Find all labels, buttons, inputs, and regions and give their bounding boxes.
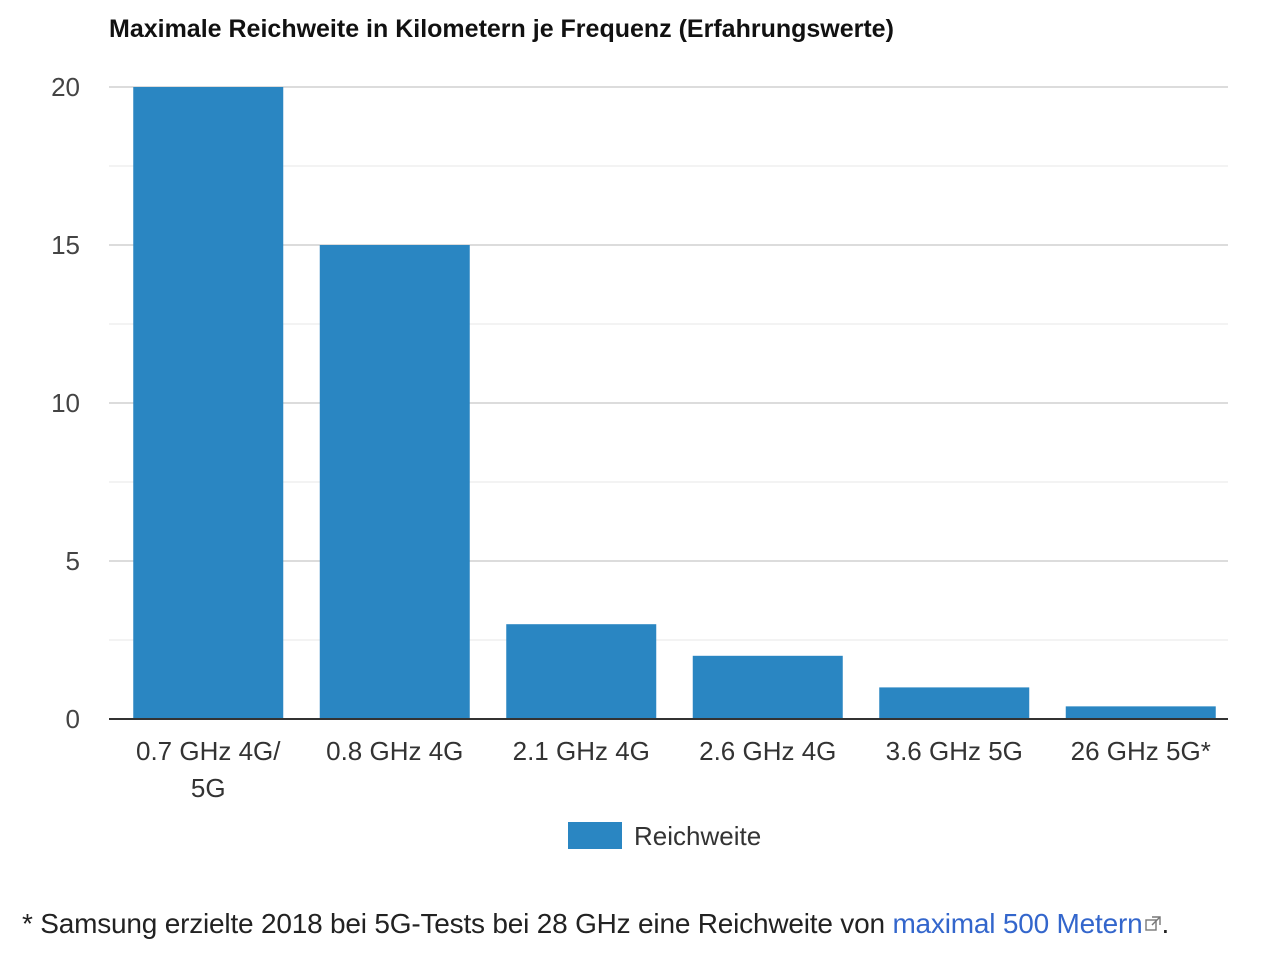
bar: [506, 624, 657, 719]
footnote-text: * Samsung erzielte 2018 bei 5G-Tests bei…: [22, 908, 893, 939]
x-tick-label: 0.7 GHz 4G/: [136, 736, 281, 766]
legend-swatch: [568, 822, 622, 849]
bar: [319, 245, 470, 719]
y-tick-label: 10: [51, 388, 80, 418]
legend-label: Reichweite: [634, 821, 761, 851]
x-tick-label: 0.8 GHz 4G: [326, 736, 463, 766]
chart-title: Maximale Reichweite in Kilometern je Fre…: [109, 15, 894, 43]
gridlines: [109, 86, 1228, 641]
y-tick-label: 15: [51, 230, 80, 260]
y-tick-label: 20: [51, 72, 80, 102]
bars: [133, 87, 1216, 719]
x-tick-label: 2.1 GHz 4G: [513, 736, 650, 766]
bar: [692, 655, 843, 719]
bar: [879, 687, 1030, 719]
y-tick-label: 0: [66, 704, 80, 734]
y-axis-ticks: 0 5 10 15 20: [51, 72, 80, 734]
x-axis-labels: 0.7 GHz 4G/5G 0.8 GHz 4G 2.1 GHz 4G 2.6 GHz…: [136, 736, 1211, 803]
external-link-icon[interactable]: [1144, 908, 1162, 940]
legend: Reichweite: [568, 821, 761, 851]
y-tick-label: 5: [66, 546, 80, 576]
x-tick-label: 2.6 GHz 4G: [699, 736, 836, 766]
x-tick-label: 3.6 GHz 5G: [886, 736, 1023, 766]
footnote-link[interactable]: maximal 500 Metern: [892, 908, 1143, 939]
x-tick-label: 5G: [191, 773, 226, 803]
footnote: * Samsung erzielte 2018 bei 5G-Tests bei…: [22, 908, 1169, 940]
footnote-end: .: [1161, 908, 1170, 939]
bar: [133, 87, 284, 719]
bar-chart: Maximale Reichweite in Kilometern je Fre…: [51, 15, 1228, 851]
bar: [1065, 706, 1216, 719]
x-tick-label: 26 GHz 5G*: [1071, 736, 1211, 766]
